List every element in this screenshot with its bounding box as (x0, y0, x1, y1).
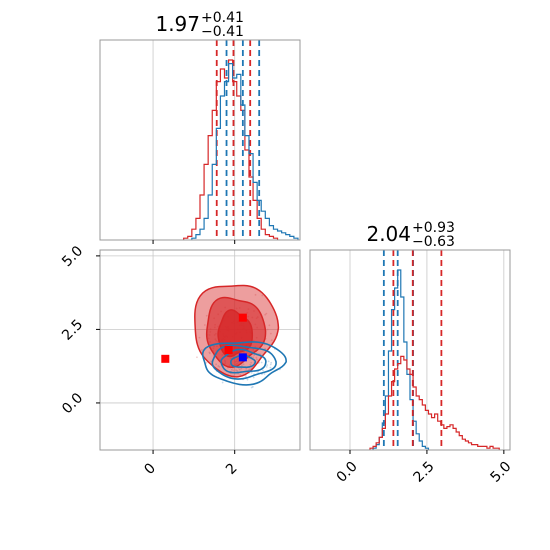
top-panel-title-plus: +0.41 (201, 10, 244, 26)
corner-ytick-label-0: 0.0 (59, 390, 86, 417)
marker-square-3 (238, 353, 247, 362)
marker-square-2 (224, 346, 233, 354)
hist-series-top-0 (183, 59, 279, 240)
blue-sample-dot (245, 375, 247, 378)
blue-sample-dot (256, 358, 258, 361)
blue-sample-dot (270, 361, 273, 364)
blue-sample-dot (265, 365, 268, 368)
right-xtick-label-2: 5.0 (487, 459, 514, 486)
red-sample-dot (203, 324, 206, 326)
blue-sample-dot (251, 385, 254, 388)
blue-sample-dot (215, 363, 218, 366)
corner-panel-frame (99, 249, 301, 451)
blue-contour-level-0 (201, 341, 287, 386)
blue-sample-dot (249, 363, 252, 366)
corner-xtick-label-0: 0 (141, 460, 159, 478)
red-sample-dot (254, 293, 257, 296)
blue-sample-dot (242, 363, 245, 366)
red-sample-dot (255, 356, 258, 359)
blue-contour-level-1 (211, 344, 277, 380)
blue-sample-dot (266, 364, 269, 367)
bottom-right-histogram-panel: 0.0 2.5 5.0 (309, 249, 515, 486)
red-sample-dot (265, 312, 268, 315)
red-sample-dot (268, 324, 271, 327)
corner-ytick-label-1: 2.5 (59, 317, 86, 344)
red-sample-dot (196, 356, 198, 359)
blue-sample-dot (230, 368, 233, 371)
hist-series-top-1 (191, 63, 299, 240)
red-sample-dot (232, 369, 235, 372)
red-sample-dot (205, 314, 208, 317)
top-panel-title-median: 1.97 (155, 12, 200, 36)
blue-contour-level-3 (230, 354, 257, 369)
blue-sample-dot (235, 369, 238, 372)
blue-sample-dot (245, 367, 248, 370)
red-sample-dot (270, 339, 273, 342)
red-sample-dot (201, 349, 203, 351)
blue-sample-dot (257, 371, 260, 373)
blue-sample-dot (269, 366, 272, 369)
blue-sample-dot (263, 373, 266, 375)
blue-sample-dot (252, 356, 254, 359)
bottom-right-panel-title-minus: −0.63 (412, 234, 455, 250)
blue-sample-dot (252, 376, 255, 379)
red-sample-dot (261, 294, 264, 297)
blue-sample-dot (238, 368, 241, 371)
bottom-right-panel-title-plus: +0.93 (412, 220, 455, 236)
red-sample-dot (266, 328, 269, 331)
blue-sample-dot (221, 381, 224, 384)
blue-sample-dot (269, 363, 272, 366)
corner-xtick-label-1: 2 (223, 460, 241, 478)
marker-square-0 (161, 354, 170, 363)
hist-series-right-1 (369, 355, 500, 450)
red-sample-dot (205, 361, 208, 364)
blue-sample-dot (218, 365, 221, 368)
red-sample-dot (198, 336, 201, 339)
right-panel-frame (309, 249, 511, 451)
bottom-right-panel-title-median: 2.04 (366, 222, 411, 246)
right-xtick-label-0: 0.0 (334, 459, 361, 486)
bottom-left-contour-panel: 0 2 0.0 2.5 5.0 (59, 243, 301, 478)
blue-sample-dot (260, 361, 263, 364)
blue-sample-dot (267, 360, 270, 363)
corner-ytick-label-2: 5.0 (59, 243, 86, 270)
marker-square-1 (238, 313, 247, 322)
top-panel-title-minus: −0.41 (201, 24, 244, 40)
blue-sample-dot (250, 361, 253, 364)
top-left-histogram-panel (99, 39, 301, 244)
blue-sample-dot (253, 354, 256, 357)
red-sample-dot (269, 332, 272, 335)
blue-sample-dot (250, 371, 253, 374)
right-xtick-label-1: 2.5 (411, 459, 438, 486)
top-panel-frame (99, 39, 301, 241)
blue-sample-dot (264, 347, 266, 350)
red-sample-dot (264, 313, 267, 316)
blue-sample-dot (262, 369, 264, 372)
blue-contour-level-2 (220, 348, 267, 374)
blue-sample-dot (240, 367, 243, 370)
blue-sample-dot (246, 378, 249, 381)
blue-sample-dot (208, 352, 211, 355)
blue-sample-dot (241, 364, 243, 367)
